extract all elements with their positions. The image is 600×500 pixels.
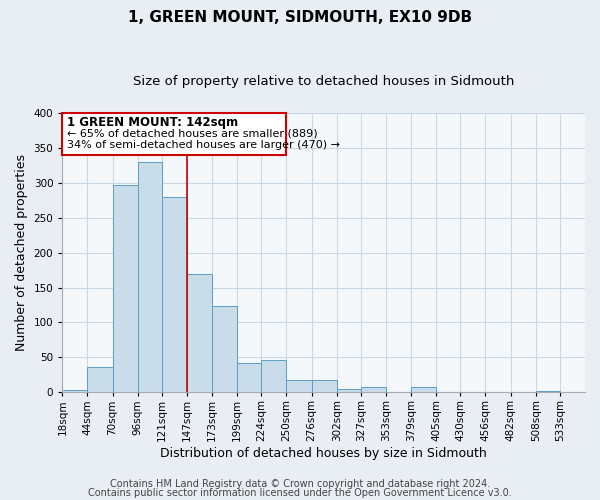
Bar [62,390,88,392]
Text: 34% of semi-detached houses are larger (470) →: 34% of semi-detached houses are larger (… [67,140,340,150]
Y-axis label: Number of detached properties: Number of detached properties [15,154,28,351]
Text: ← 65% of detached houses are smaller (889): ← 65% of detached houses are smaller (88… [67,128,318,138]
Bar [113,186,137,392]
Bar [262,360,286,392]
Bar [137,162,162,392]
Bar [162,196,187,392]
Bar [311,380,337,392]
Text: Contains HM Land Registry data © Crown copyright and database right 2024.: Contains HM Land Registry data © Crown c… [110,479,490,489]
Bar [237,363,262,392]
Bar [212,306,237,392]
Bar [361,388,386,392]
Bar [88,366,113,392]
Bar [337,389,361,392]
Text: 1, GREEN MOUNT, SIDMOUTH, EX10 9DB: 1, GREEN MOUNT, SIDMOUTH, EX10 9DB [128,10,472,25]
Text: Contains public sector information licensed under the Open Government Licence v3: Contains public sector information licen… [88,488,512,498]
FancyBboxPatch shape [62,113,286,154]
Bar [536,391,560,392]
Title: Size of property relative to detached houses in Sidmouth: Size of property relative to detached ho… [133,75,514,88]
Bar [411,388,436,392]
Bar [187,274,212,392]
Text: 1 GREEN MOUNT: 142sqm: 1 GREEN MOUNT: 142sqm [67,116,238,130]
Bar [286,380,311,392]
X-axis label: Distribution of detached houses by size in Sidmouth: Distribution of detached houses by size … [160,447,487,460]
